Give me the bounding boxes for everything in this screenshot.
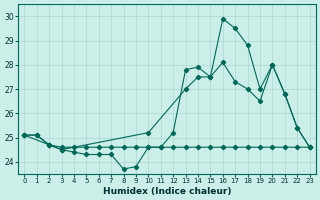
X-axis label: Humidex (Indice chaleur): Humidex (Indice chaleur) [103,187,231,196]
